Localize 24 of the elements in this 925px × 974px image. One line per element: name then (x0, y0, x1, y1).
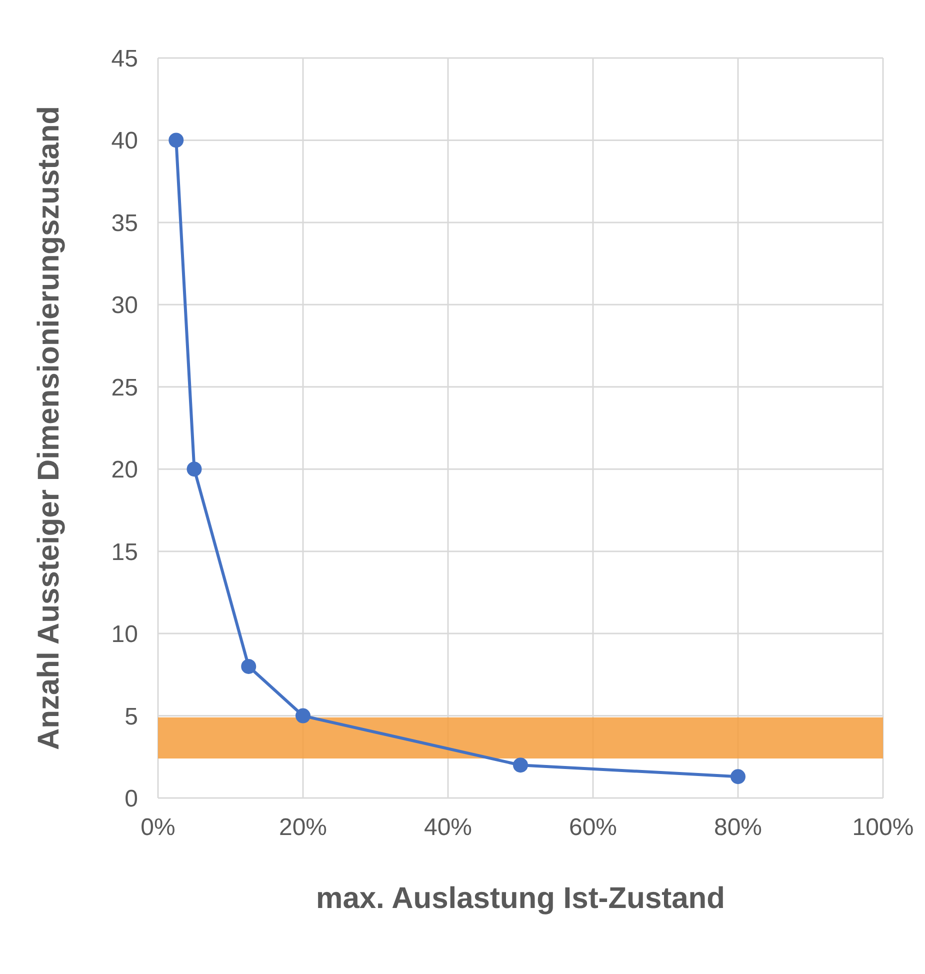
y-tick-label: 25 (111, 374, 138, 402)
y-axis-title: Anzahl Aussteiger Dimensionierungszustand (32, 106, 66, 750)
point (241, 658, 256, 674)
point (296, 708, 310, 724)
x-tick-label: 100% (852, 814, 914, 842)
y-tick-label: 10 (111, 621, 138, 648)
y-tick-label: 30 (111, 292, 138, 320)
point (168, 132, 184, 148)
point (186, 462, 202, 477)
y-tick-label: 0 (124, 786, 138, 813)
y-tick-label: 45 (111, 46, 138, 73)
y-tick-label: 35 (111, 210, 138, 237)
x-axis-title: max. Auslastung Ist-Zustand (316, 882, 725, 915)
x-tick-label: 60% (568, 814, 618, 842)
x-tick-label: 80% (714, 814, 762, 842)
y-tick-label: 15 (111, 538, 138, 566)
x-tick-label: 0% (140, 814, 176, 842)
y-tick-label: 5 (124, 703, 138, 730)
y-tick-label: 20 (111, 456, 138, 484)
x-tick-label: 40% (424, 814, 472, 842)
x-tick-label: 20% (278, 814, 328, 842)
point (513, 758, 528, 773)
y-tick-label: 40 (111, 128, 138, 155)
point (730, 769, 746, 784)
